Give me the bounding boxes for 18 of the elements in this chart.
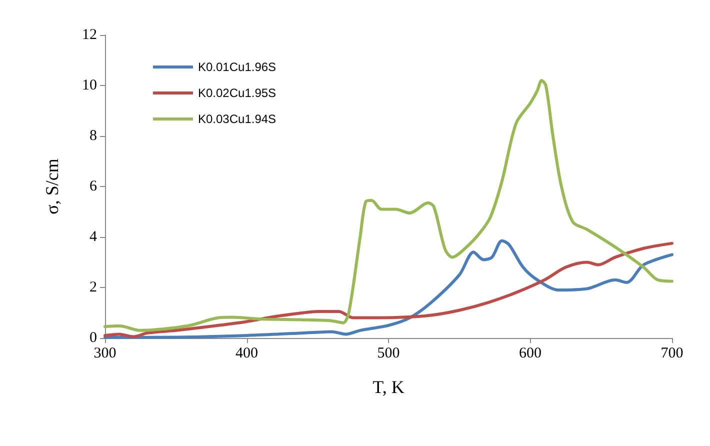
y-tick-label: 12 — [82, 27, 97, 43]
y-tick-label: 4 — [90, 229, 98, 245]
line-series — [104, 78, 674, 332]
y-tick-label: 0 — [90, 330, 97, 346]
y-tick-label: 6 — [90, 178, 98, 194]
y-tick-label: 2 — [90, 280, 97, 296]
y-tick-label: 10 — [82, 78, 97, 94]
x-tick-label: 500 — [377, 346, 400, 362]
y-tick-label: 8 — [90, 128, 97, 144]
x-tick-label: 700 — [660, 346, 684, 362]
y-axis-title: σ, S/cm — [42, 158, 62, 214]
legend-label: K0.03Cu1.94S — [198, 112, 276, 126]
x-tick-label: 600 — [519, 346, 542, 362]
x-tick-label: 400 — [236, 346, 258, 362]
x-tick-label: 300 — [94, 346, 116, 362]
legend-label: K0.01Cu1.96S — [198, 60, 276, 74]
x-axis-title: T, K — [372, 377, 404, 397]
legend-label: K0.02Cu1.95S — [198, 86, 276, 100]
